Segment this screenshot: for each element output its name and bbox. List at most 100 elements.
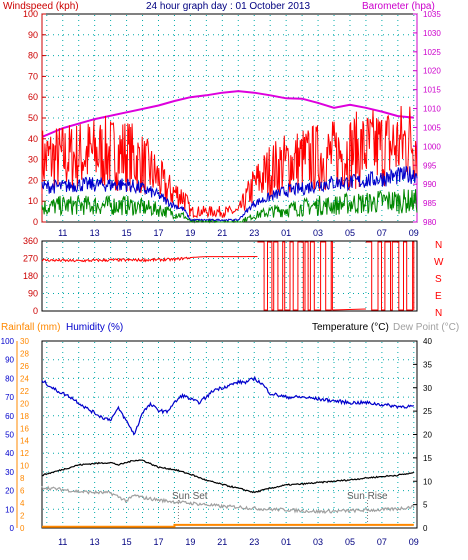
hour-tick-label: 09 xyxy=(409,228,419,238)
hour-tick-label-bottom: 07 xyxy=(377,537,387,547)
baro-tick-label: 1015 xyxy=(423,86,441,95)
rain-tick-label: 0 xyxy=(20,524,25,533)
direction-tick-label: 180 xyxy=(23,271,38,281)
rain-tick-label: 2 xyxy=(20,512,25,521)
temp-tick-label: 15 xyxy=(423,454,432,463)
chart-title: 24 hour graph day : 01 October 2013 xyxy=(146,1,310,12)
rain-tick-label: 12 xyxy=(20,449,29,458)
humidity-tick-label: 20 xyxy=(5,487,14,496)
humidity-tick-label: 10 xyxy=(5,505,14,514)
direction-panel-frame xyxy=(41,240,418,312)
temperature-line xyxy=(42,459,415,494)
average-wind-line xyxy=(41,165,418,222)
wind-tick-label: 0 xyxy=(33,217,38,227)
wind-tick-label: 80 xyxy=(28,51,38,61)
temp-tick-label: 35 xyxy=(423,360,432,369)
rain-tick-label: 6 xyxy=(20,487,25,496)
wind-tick-label: 30 xyxy=(28,155,38,165)
dewpoint-line xyxy=(41,485,415,515)
hour-tick-label-bottom: 19 xyxy=(185,537,195,547)
hour-tick-label: 13 xyxy=(90,228,100,238)
hour-tick-label-bottom: 11 xyxy=(58,537,67,547)
hour-tick-label-bottom: 17 xyxy=(153,537,163,547)
hour-tick-label-bottom: 13 xyxy=(90,537,100,547)
rain-tick-label: 24 xyxy=(20,374,29,383)
rain-tick-label: 18 xyxy=(20,412,29,421)
hour-tick-label-bottom: 21 xyxy=(217,537,227,547)
temp-tick-label: 0 xyxy=(423,524,428,533)
baro-tick-label: 980 xyxy=(423,218,437,227)
hour-tick-label: 23 xyxy=(249,228,259,238)
temp-panel-frame xyxy=(41,340,418,529)
wind-tick-label: 20 xyxy=(28,175,38,185)
hour-tick-label: 07 xyxy=(377,228,387,238)
baro-tick-label: 1020 xyxy=(423,67,441,76)
baro-tick-label: 1030 xyxy=(423,29,441,38)
hour-tick-label: 03 xyxy=(313,228,323,238)
wind-tick-label: 50 xyxy=(28,113,38,123)
windspeed-axis-title: Windspeed (kph) xyxy=(3,1,79,12)
wind-tick-label: 100 xyxy=(23,9,38,19)
rain-tick-label: 4 xyxy=(20,499,25,508)
temp-tick-label: 20 xyxy=(423,431,432,440)
wind-direction-line xyxy=(332,308,366,311)
humidity-tick-label: 60 xyxy=(5,412,14,421)
minimum-wind-line xyxy=(41,189,418,224)
rain-tick-label: 14 xyxy=(20,437,29,446)
hour-tick-label-bottom: 05 xyxy=(345,537,355,547)
rain-tick-label: 10 xyxy=(20,462,29,471)
wind-direction-line xyxy=(41,256,247,263)
hour-tick-label: 11 xyxy=(58,228,67,238)
sunset-label: Sun Set xyxy=(172,491,208,502)
baro-tick-label: 1000 xyxy=(423,142,441,151)
baro-tick-label: 995 xyxy=(423,161,437,170)
hour-tick-label-bottom: 01 xyxy=(281,537,291,547)
direction-tick-label: 270 xyxy=(23,254,38,264)
rainfall-axis-title: Rainfall (mm) xyxy=(1,322,60,333)
sunrise-label: Sun Rise xyxy=(347,491,388,502)
baro-tick-label: 1025 xyxy=(423,48,441,57)
direction-tick-label: 0 xyxy=(33,306,38,316)
direction-tick-label: 360 xyxy=(23,236,38,246)
rain-tick-label: 8 xyxy=(20,474,25,483)
rain-tick-label: 22 xyxy=(20,387,29,396)
baro-tick-label: 1005 xyxy=(423,123,441,132)
axis-tick-layer: 0102030405060708090100980985990995100010… xyxy=(1,9,442,547)
temp-tick-label: 30 xyxy=(423,384,432,393)
humidity-tick-label: 40 xyxy=(5,449,14,458)
hour-tick-label: 15 xyxy=(122,228,132,238)
hour-tick-label-bottom: 09 xyxy=(409,537,419,547)
compass-label-w: W xyxy=(434,257,444,268)
wind-tick-label: 70 xyxy=(28,71,38,81)
humidity-tick-label: 100 xyxy=(1,337,15,346)
baro-tick-label: 1035 xyxy=(423,10,441,19)
hour-tick-label-bottom: 15 xyxy=(122,537,132,547)
rain-tick-label: 30 xyxy=(20,337,29,346)
humidity-tick-label: 30 xyxy=(5,468,14,477)
humidity-tick-label: 50 xyxy=(5,431,14,440)
temperature-axis-title: Temperature (°C) xyxy=(312,322,389,333)
direction-tick-label: 90 xyxy=(28,289,38,299)
compass-label-n-bottom: N xyxy=(435,308,442,319)
dewpoint-axis-title: Dew Point (°C) xyxy=(393,322,459,333)
baro-tick-label: 1010 xyxy=(423,105,441,114)
humidity-tick-label: 80 xyxy=(5,374,14,383)
temp-tick-label: 25 xyxy=(423,407,432,416)
wind-tick-label: 90 xyxy=(28,30,38,40)
hour-tick-label-bottom: 23 xyxy=(249,537,259,547)
compass-label-s: S xyxy=(435,274,442,285)
humidity-tick-label: 90 xyxy=(5,356,14,365)
temp-tick-label: 40 xyxy=(423,337,432,346)
rain-tick-label: 20 xyxy=(20,399,29,408)
compass-label-e: E xyxy=(435,291,442,302)
humidity-axis-title: Humidity (%) xyxy=(66,322,123,333)
gust-speed-line xyxy=(41,105,418,219)
rainfall-line xyxy=(42,523,414,528)
temp-tick-label: 5 xyxy=(423,501,428,510)
humidity-line xyxy=(41,375,415,436)
temp-tick-label: 10 xyxy=(423,477,432,486)
hour-tick-label: 19 xyxy=(185,228,195,238)
barometer-axis-title: Barometer (hpa) xyxy=(362,1,435,12)
